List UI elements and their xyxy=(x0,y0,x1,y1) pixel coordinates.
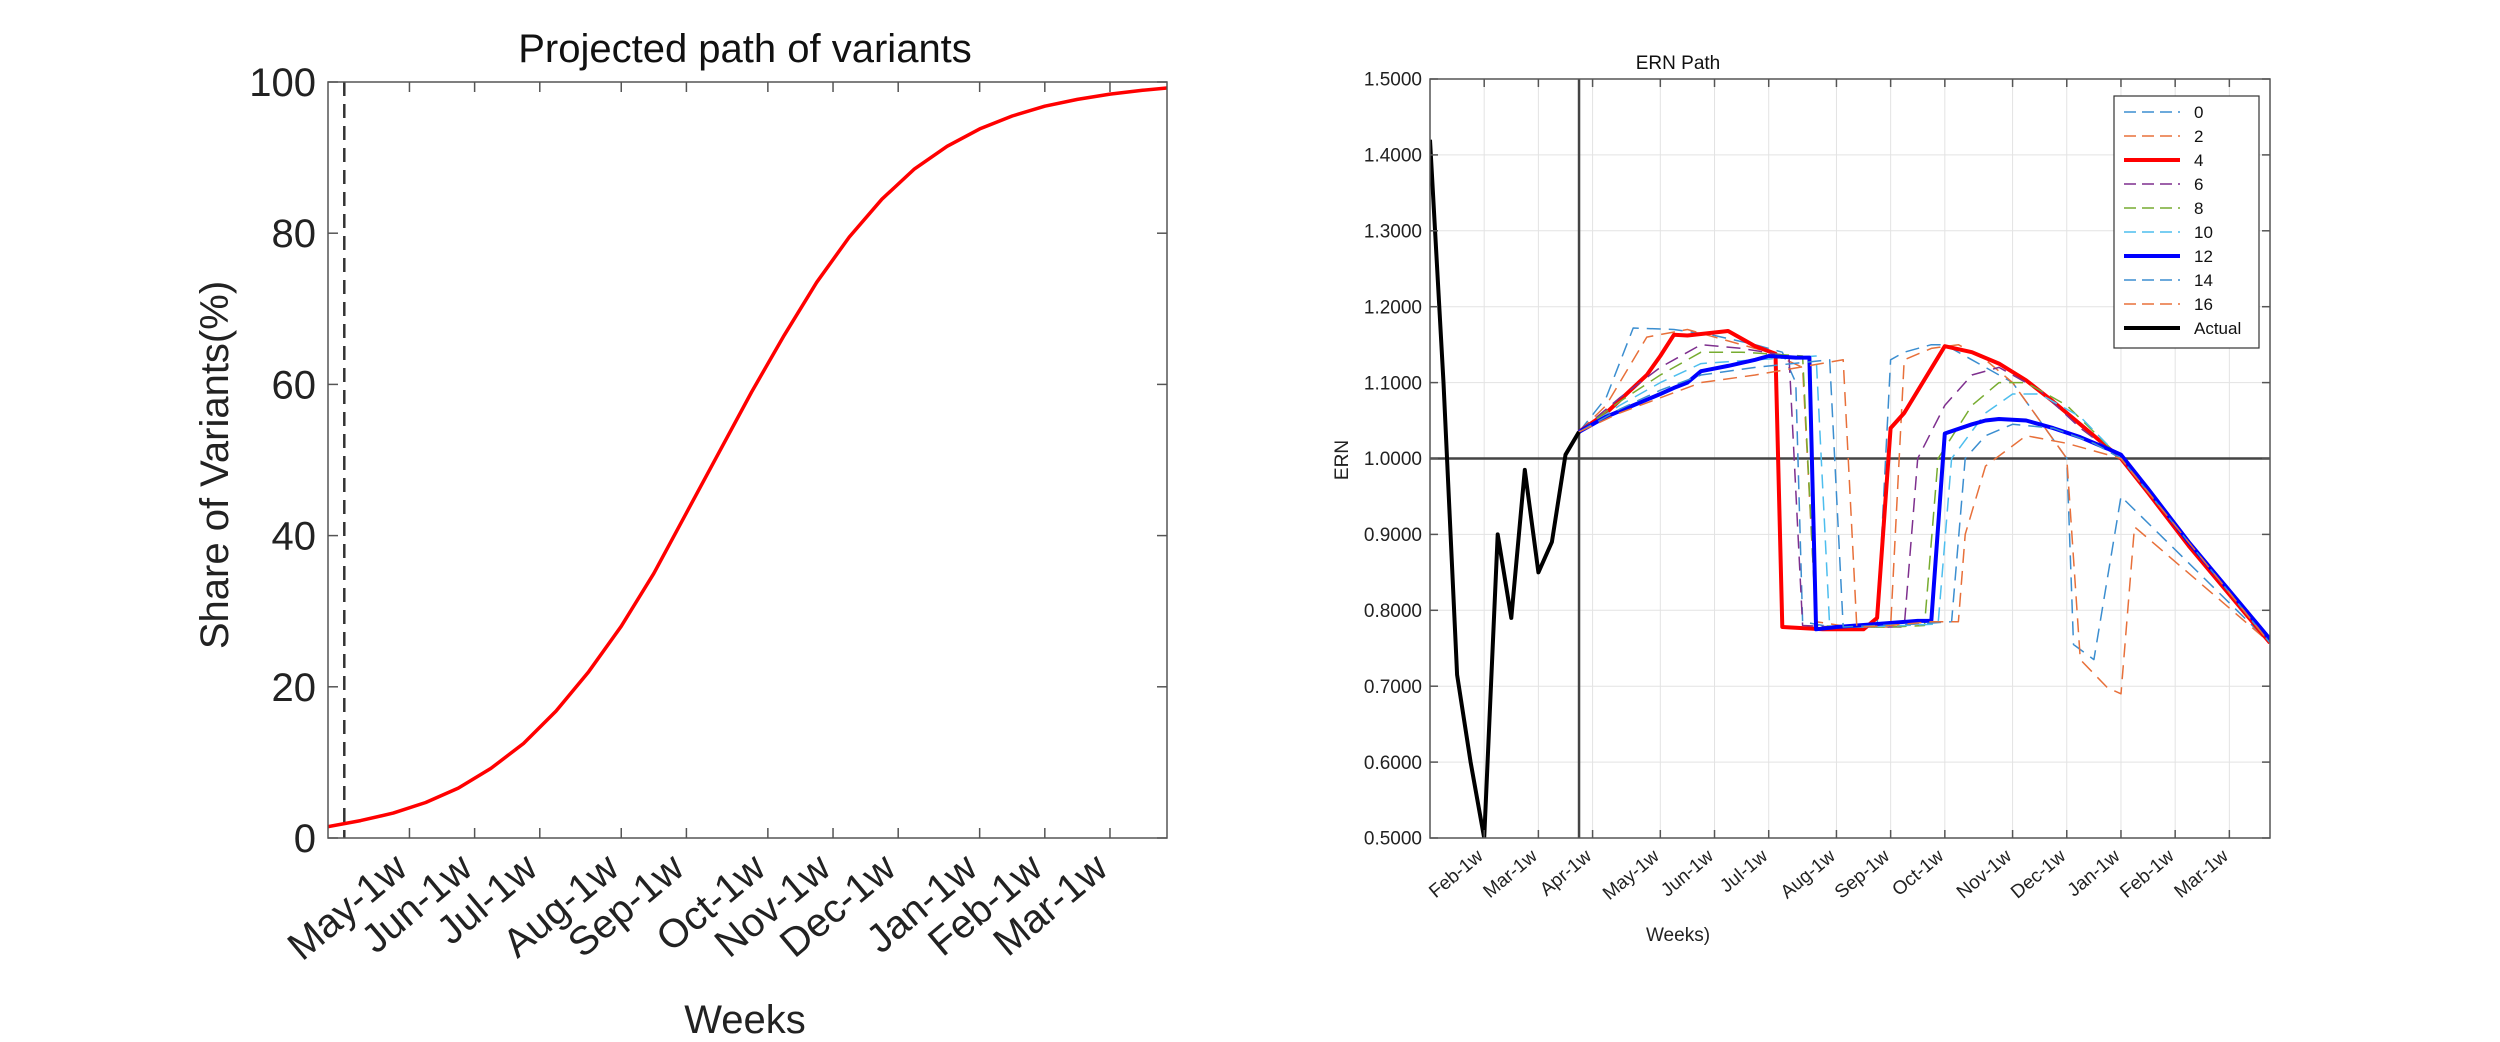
series-line-10 xyxy=(1578,355,2270,644)
legend-label: 2 xyxy=(2194,127,2203,146)
legend-label: 4 xyxy=(2194,151,2203,170)
legend-label: 10 xyxy=(2194,223,2213,242)
y-tick-label: 100 xyxy=(249,61,316,105)
y-tick-label: 40 xyxy=(272,515,317,559)
variants-chart-ylabel: Share of Variants(%) xyxy=(193,281,237,649)
series-line-14 xyxy=(1578,359,2270,644)
series-line-actual xyxy=(1430,139,1581,838)
legend-label: 16 xyxy=(2194,295,2213,314)
x-tick-label: Jan-1w xyxy=(2064,846,2125,902)
y-tick-label: 0.9000 xyxy=(1364,525,1422,546)
series-line-8 xyxy=(1578,351,2270,644)
legend-label: 8 xyxy=(2194,199,2203,218)
x-tick-label: Jul-1w xyxy=(1716,846,1772,898)
legend-label: Actual xyxy=(2194,319,2241,338)
variants-chart-title: Projected path of variants xyxy=(518,27,972,71)
ern-chart-title: ERN Path xyxy=(1636,53,1720,74)
y-tick-label: 0.5000 xyxy=(1364,829,1422,850)
series-group xyxy=(328,86,1167,829)
series-line-4 xyxy=(1577,329,2270,645)
x-tick-label: Sep-1w xyxy=(1831,846,1894,904)
variants-chart: Projected path of variants Share of Vari… xyxy=(193,27,1168,1042)
y-tick-label: 0.8000 xyxy=(1364,601,1422,622)
ern-chart: ERN Path ERN Weeks) 0.5000 0.6000 0.7000 0.… xyxy=(1332,53,2271,946)
y-tick-label: 1.3000 xyxy=(1364,221,1422,242)
y-tick-label: 0 xyxy=(294,817,316,861)
y-tick-label: 1.2000 xyxy=(1364,297,1422,318)
y-tick-label: 0.6000 xyxy=(1364,753,1422,774)
series-line-16 xyxy=(1578,359,2270,644)
series-line-6 xyxy=(1578,343,2270,644)
y-tick-label: 20 xyxy=(272,666,317,710)
y-tick-label: 1.1000 xyxy=(1364,373,1422,394)
x-tick-label: Feb-1w xyxy=(2116,846,2178,903)
y-tick-label: 1.5000 xyxy=(1364,70,1422,91)
legend-label: 0 xyxy=(2194,103,2203,122)
x-tick-label: Mar-1w xyxy=(1480,846,1542,903)
variants-chart-xlabel: Weeks xyxy=(684,998,806,1042)
y-tick-label: 80 xyxy=(272,212,317,256)
x-tick-label: Dec-1w xyxy=(2007,846,2070,904)
legend-label: 12 xyxy=(2194,247,2213,266)
series-group xyxy=(1430,139,2270,838)
ern-chart-ylabel: ERN xyxy=(1332,440,1353,480)
ern-chart-xlabel: Weeks) xyxy=(1646,925,1710,946)
y-tick-label: 1.0000 xyxy=(1364,449,1422,470)
series-line-12 xyxy=(1578,354,2270,641)
legend-box xyxy=(2113,95,2260,349)
x-tick-label: Aug-1w xyxy=(1777,846,1840,904)
axes-frame xyxy=(327,81,1168,839)
y-tick-label: 60 xyxy=(272,363,317,407)
ern-legend: 0 2 4 6 8 10 12 14 16 Actual xyxy=(2113,95,2260,349)
legend-label: 14 xyxy=(2194,271,2213,290)
legend-label: 6 xyxy=(2194,175,2203,194)
x-tick-label: Feb-1w xyxy=(1425,846,1487,903)
x-tick-label: Jun-1w xyxy=(1657,846,1718,902)
x-tick-label: Apr-1w xyxy=(1536,846,1596,901)
x-tick-label: May-1w xyxy=(1599,846,1664,905)
x-tick-label: Oct-1w xyxy=(1888,846,1948,901)
y-tick-label: 1.4000 xyxy=(1364,146,1422,167)
y-tick-label: 0.7000 xyxy=(1364,677,1422,698)
series-line xyxy=(328,86,1167,829)
x-tick-label: Mar-1w xyxy=(2171,846,2233,903)
x-tick-label: Nov-1w xyxy=(1953,846,2016,904)
